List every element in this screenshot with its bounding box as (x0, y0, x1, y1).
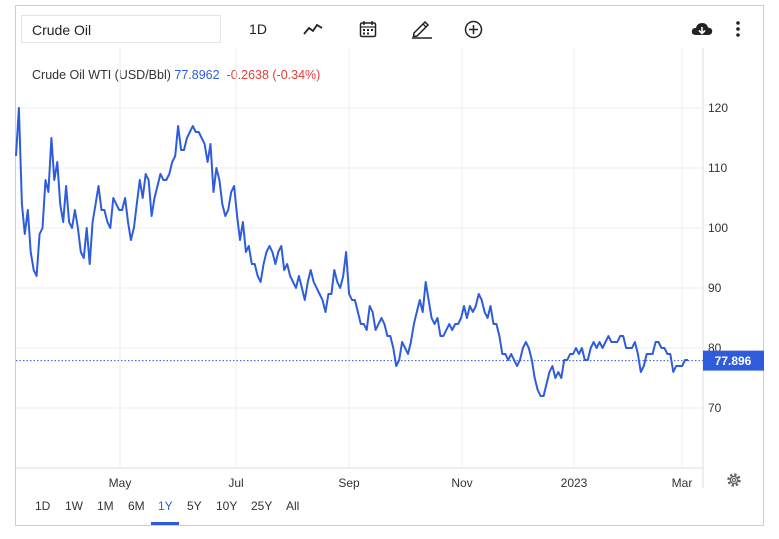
y-tick-label: 90 (708, 281, 722, 295)
period-5y[interactable]: 5Y (187, 499, 202, 513)
chart-widget (15, 5, 764, 526)
period-25y[interactable]: 25Y (251, 499, 273, 513)
chart-legend: Crude Oil WTI (USD/Bbl) 77.8962 -0.2638 … (32, 68, 320, 82)
active-period-underline (151, 522, 179, 525)
x-tick-label: Jul (228, 476, 243, 490)
price-series-line (15, 107, 688, 397)
x-tick-label: Mar (672, 476, 693, 490)
last-value-badge (703, 350, 764, 371)
settings-gear-icon[interactable] (724, 470, 744, 490)
y-tick-label: 120 (708, 101, 728, 115)
period-10y[interactable]: 10Y (216, 499, 238, 513)
period-1w[interactable]: 1W (65, 499, 83, 513)
y-tick-label: 100 (708, 221, 728, 235)
x-tick-label: May (109, 476, 132, 490)
line-chart-icon[interactable] (300, 15, 326, 43)
last-value-label: 77.896 (715, 354, 752, 368)
instrument-name: Crude Oil WTI (USD/Bbl) (32, 68, 171, 82)
period-all[interactable]: All (286, 499, 300, 513)
period-1d[interactable]: 1D (35, 499, 51, 513)
calendar-icon[interactable] (355, 15, 381, 43)
draw-pencil-icon[interactable] (409, 15, 435, 43)
last-price: 77.8962 (174, 68, 220, 82)
y-tick-label: 70 (708, 401, 722, 415)
more-vertical-icon[interactable] (728, 15, 748, 43)
search-input[interactable]: Crude Oil (21, 15, 221, 43)
period-1m[interactable]: 1M (97, 499, 114, 513)
interval-button[interactable]: 1D (249, 21, 267, 37)
period-1y[interactable]: 1Y (158, 499, 173, 513)
x-tick-label: Nov (451, 476, 472, 490)
y-tick-label: 110 (708, 161, 727, 175)
period-6m[interactable]: 6M (128, 499, 145, 513)
price-change: -0.2638 (-0.34%) (226, 68, 321, 82)
cloud-download-icon[interactable] (690, 15, 714, 43)
add-circle-icon[interactable] (461, 15, 485, 43)
x-tick-label: 2023 (561, 476, 588, 490)
x-tick-label: Sep (338, 476, 360, 490)
